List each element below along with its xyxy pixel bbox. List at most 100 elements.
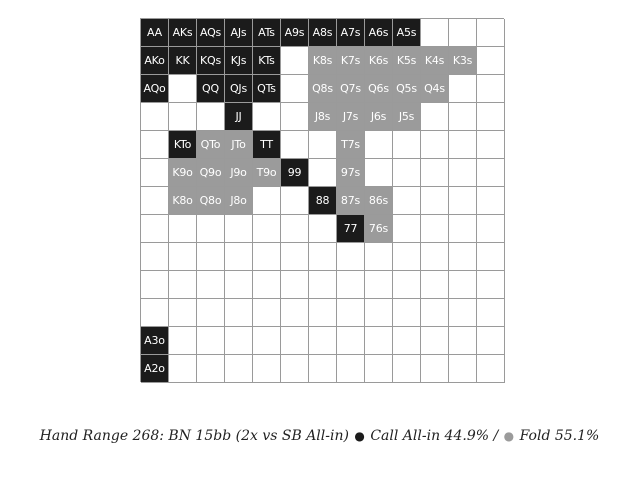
hand-cell: [365, 299, 393, 327]
hand-cell: K6s: [365, 47, 393, 75]
hand-cell: KJs: [225, 47, 253, 75]
hand-cell: 88: [309, 187, 337, 215]
hand-cell: 76s: [365, 215, 393, 243]
hand-cell: [393, 187, 421, 215]
hand-cell: QTo: [197, 131, 225, 159]
hand-cell: [197, 215, 225, 243]
hand-cell: [365, 271, 393, 299]
hand-cell: [477, 187, 505, 215]
hand-cell: T9o: [253, 159, 281, 187]
hand-cell: [449, 243, 477, 271]
hand-cell: [281, 131, 309, 159]
hand-cell: [141, 103, 169, 131]
hand-cell: 99: [281, 159, 309, 187]
hand-cell: [477, 131, 505, 159]
hand-cell: [337, 327, 365, 355]
hand-cell: [309, 215, 337, 243]
caption-prefix: Hand Range 268: BN 15bb (2x vs SB All-in…: [39, 428, 349, 444]
hand-cell: [225, 271, 253, 299]
hand-cell: JJ: [225, 103, 253, 131]
hand-cell: [365, 327, 393, 355]
hand-cell: AKo: [141, 47, 169, 75]
hand-cell: [449, 19, 477, 47]
hand-cell: QQ: [197, 75, 225, 103]
hand-range-grid: AA AKs AQs AJs ATs A9s A8s A7s A6s A5s AKo KK KQs KJs…: [140, 18, 505, 383]
fold-legend-label: Fold 55.1%: [519, 428, 600, 444]
hand-cell: [393, 327, 421, 355]
hand-cell: JTo: [225, 131, 253, 159]
hand-cell: [309, 299, 337, 327]
hand-cell: [281, 299, 309, 327]
hand-cell: AQo: [141, 75, 169, 103]
hand-cell: [169, 327, 197, 355]
hand-cell: [393, 299, 421, 327]
hand-cell: Q6s: [365, 75, 393, 103]
hand-cell: [225, 299, 253, 327]
hand-cell: KTs: [253, 47, 281, 75]
hand-cell: [281, 215, 309, 243]
hand-cell: [421, 159, 449, 187]
hand-cell: [197, 355, 225, 383]
hand-cell: K3s: [449, 47, 477, 75]
hand-cell: [477, 355, 505, 383]
hand-cell: [253, 299, 281, 327]
hand-cell: [225, 327, 253, 355]
hand-cell: [197, 103, 225, 131]
hand-cell: [309, 355, 337, 383]
hand-cell: J6s: [365, 103, 393, 131]
hand-cell: [141, 159, 169, 187]
hand-cell: [253, 103, 281, 131]
hand-cell: [281, 103, 309, 131]
hand-cell: K7s: [337, 47, 365, 75]
hand-cell: [337, 355, 365, 383]
hand-cell: 87s: [337, 187, 365, 215]
hand-cell: [421, 243, 449, 271]
hand-cell: 86s: [365, 187, 393, 215]
hand-cell: [393, 271, 421, 299]
hand-cell: [393, 215, 421, 243]
hand-cell: [393, 355, 421, 383]
hand-cell: [449, 327, 477, 355]
hand-cell: A9s: [281, 19, 309, 47]
hand-cell: [169, 355, 197, 383]
hand-cell: [169, 243, 197, 271]
hand-cell: [281, 187, 309, 215]
hand-cell: [365, 131, 393, 159]
hand-cell: [421, 19, 449, 47]
hand-cell: [337, 299, 365, 327]
hand-cell: [253, 243, 281, 271]
hand-cell: [365, 355, 393, 383]
hand-cell: [449, 75, 477, 103]
hand-cell: QJs: [225, 75, 253, 103]
hand-cell: Q8o: [197, 187, 225, 215]
hand-cell: [337, 243, 365, 271]
hand-cell: A3o: [141, 327, 169, 355]
allin-legend-label: Call All-in 44.9%: [370, 428, 490, 444]
hand-cell: [225, 215, 253, 243]
hand-cell: [477, 75, 505, 103]
hand-cell: [309, 243, 337, 271]
hand-cell: [477, 215, 505, 243]
hand-cell: [477, 159, 505, 187]
hand-cell: AA: [141, 19, 169, 47]
hand-cell: Q8s: [309, 75, 337, 103]
hand-cell: [337, 271, 365, 299]
hand-cell: [449, 271, 477, 299]
hand-cell: [169, 75, 197, 103]
hand-cell: [281, 47, 309, 75]
hand-cell: J8s: [309, 103, 337, 131]
hand-cell: [253, 355, 281, 383]
hand-cell: A7s: [337, 19, 365, 47]
hand-cell: [197, 299, 225, 327]
caption-separator: /: [493, 428, 499, 444]
hand-cell: [449, 131, 477, 159]
hand-cell: A5s: [393, 19, 421, 47]
hand-cell: [253, 215, 281, 243]
hand-cell: [393, 243, 421, 271]
hand-cell: [141, 131, 169, 159]
hand-cell: [421, 299, 449, 327]
hand-cell: A2o: [141, 355, 169, 383]
hand-cell: KK: [169, 47, 197, 75]
hand-cell: [281, 327, 309, 355]
hand-cell: [141, 215, 169, 243]
